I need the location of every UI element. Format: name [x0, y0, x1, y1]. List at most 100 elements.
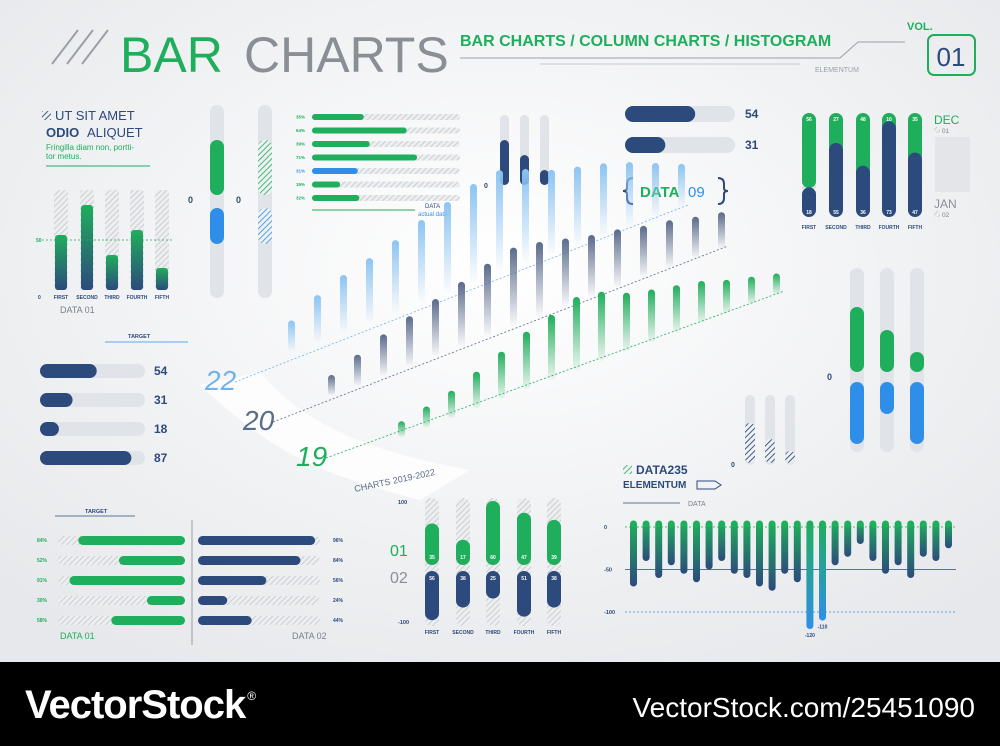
column — [548, 169, 555, 256]
bar — [745, 423, 755, 463]
category-label: THIRD — [104, 295, 120, 301]
column — [718, 212, 725, 249]
bar-cap — [630, 520, 637, 528]
bar — [40, 422, 59, 436]
hist-legend: DATA — [688, 501, 706, 508]
bar-cap — [819, 520, 826, 528]
bar — [894, 522, 902, 566]
heading: ALIQUET — [87, 125, 143, 140]
caption: DATA 01 — [60, 305, 95, 315]
column — [614, 229, 621, 289]
bar-down — [456, 571, 470, 608]
bar — [106, 255, 118, 290]
bar-cap — [894, 520, 902, 528]
series-name: 02 — [390, 570, 408, 587]
category-label: THIRD — [855, 225, 871, 231]
axis-label: 0 — [38, 295, 41, 301]
legend: actual data — [418, 212, 448, 218]
bar — [118, 556, 185, 565]
column — [548, 314, 555, 380]
column — [498, 351, 505, 399]
column — [510, 247, 517, 328]
column — [678, 163, 685, 208]
bar-cap — [781, 520, 789, 528]
slider-fill — [210, 140, 224, 195]
bar-cap — [806, 520, 814, 528]
axis-label: -100 — [604, 610, 615, 616]
value-label: 73 — [886, 210, 892, 216]
hatch-icon — [934, 127, 940, 133]
bar-up — [850, 307, 864, 372]
bar — [625, 137, 666, 153]
hatch-icon — [42, 111, 51, 120]
bar — [78, 536, 185, 545]
slider-track — [210, 105, 224, 298]
category-label: SECOND — [76, 295, 98, 301]
bar — [40, 364, 97, 378]
bar — [655, 522, 663, 578]
value-label: -110 — [818, 625, 828, 631]
bar-top — [908, 113, 922, 163]
column — [473, 371, 480, 409]
bar — [718, 522, 726, 561]
value-label: 38 — [551, 576, 557, 582]
bar — [111, 616, 185, 625]
column — [328, 375, 335, 396]
bar-cap — [680, 520, 688, 528]
category-label: FOURTH — [879, 225, 900, 231]
bar-cap — [907, 520, 915, 528]
bar-down — [517, 571, 531, 617]
bar-cap — [945, 520, 952, 528]
series-label: 19 — [296, 441, 327, 472]
value-label: 55 — [833, 210, 839, 216]
value-label: 47 — [912, 210, 918, 216]
percent-label: 44% — [333, 618, 344, 624]
title-a: BAR — [120, 27, 223, 83]
target-label: TARGET — [85, 509, 108, 515]
bar-up — [425, 523, 439, 565]
column — [536, 242, 543, 318]
column — [562, 238, 569, 308]
month-num: 02 — [942, 212, 950, 219]
caption: DATA 01 — [60, 631, 95, 641]
bar-top — [829, 113, 843, 154]
bar — [869, 522, 877, 561]
percent-label: 19% — [296, 182, 305, 187]
bar — [705, 522, 713, 570]
column — [418, 220, 425, 304]
axis-label: -100 — [398, 620, 409, 626]
title-b: CHARTS — [244, 27, 449, 83]
column — [380, 334, 387, 377]
track — [540, 115, 549, 185]
bar — [919, 522, 927, 557]
series-label: 22 — [204, 365, 237, 396]
bar-cap — [705, 520, 713, 528]
column — [496, 170, 503, 276]
slash — [81, 29, 109, 65]
column — [432, 299, 439, 357]
tag: ELEMENTUM — [815, 67, 859, 74]
bar — [819, 522, 826, 621]
baseline — [234, 204, 689, 383]
category-label: FOURTH — [127, 295, 148, 301]
percent-label: 84% — [333, 558, 344, 564]
bar — [312, 141, 370, 147]
zero-label: 0 — [827, 372, 832, 382]
column — [484, 263, 491, 338]
bar — [312, 127, 407, 134]
percent-label: 24% — [333, 598, 344, 604]
value-label: 31 — [154, 393, 168, 407]
column — [366, 258, 373, 324]
column — [773, 273, 780, 295]
bar-bottom — [908, 152, 922, 217]
value-label: 48 — [860, 117, 866, 123]
body-text: tor metus. — [46, 152, 82, 161]
bar — [146, 596, 185, 605]
bar — [540, 170, 549, 185]
track — [785, 395, 795, 465]
column — [392, 240, 399, 314]
bar — [625, 106, 696, 122]
bar — [198, 596, 228, 605]
slider-track — [258, 105, 272, 298]
issue-box — [927, 34, 976, 76]
